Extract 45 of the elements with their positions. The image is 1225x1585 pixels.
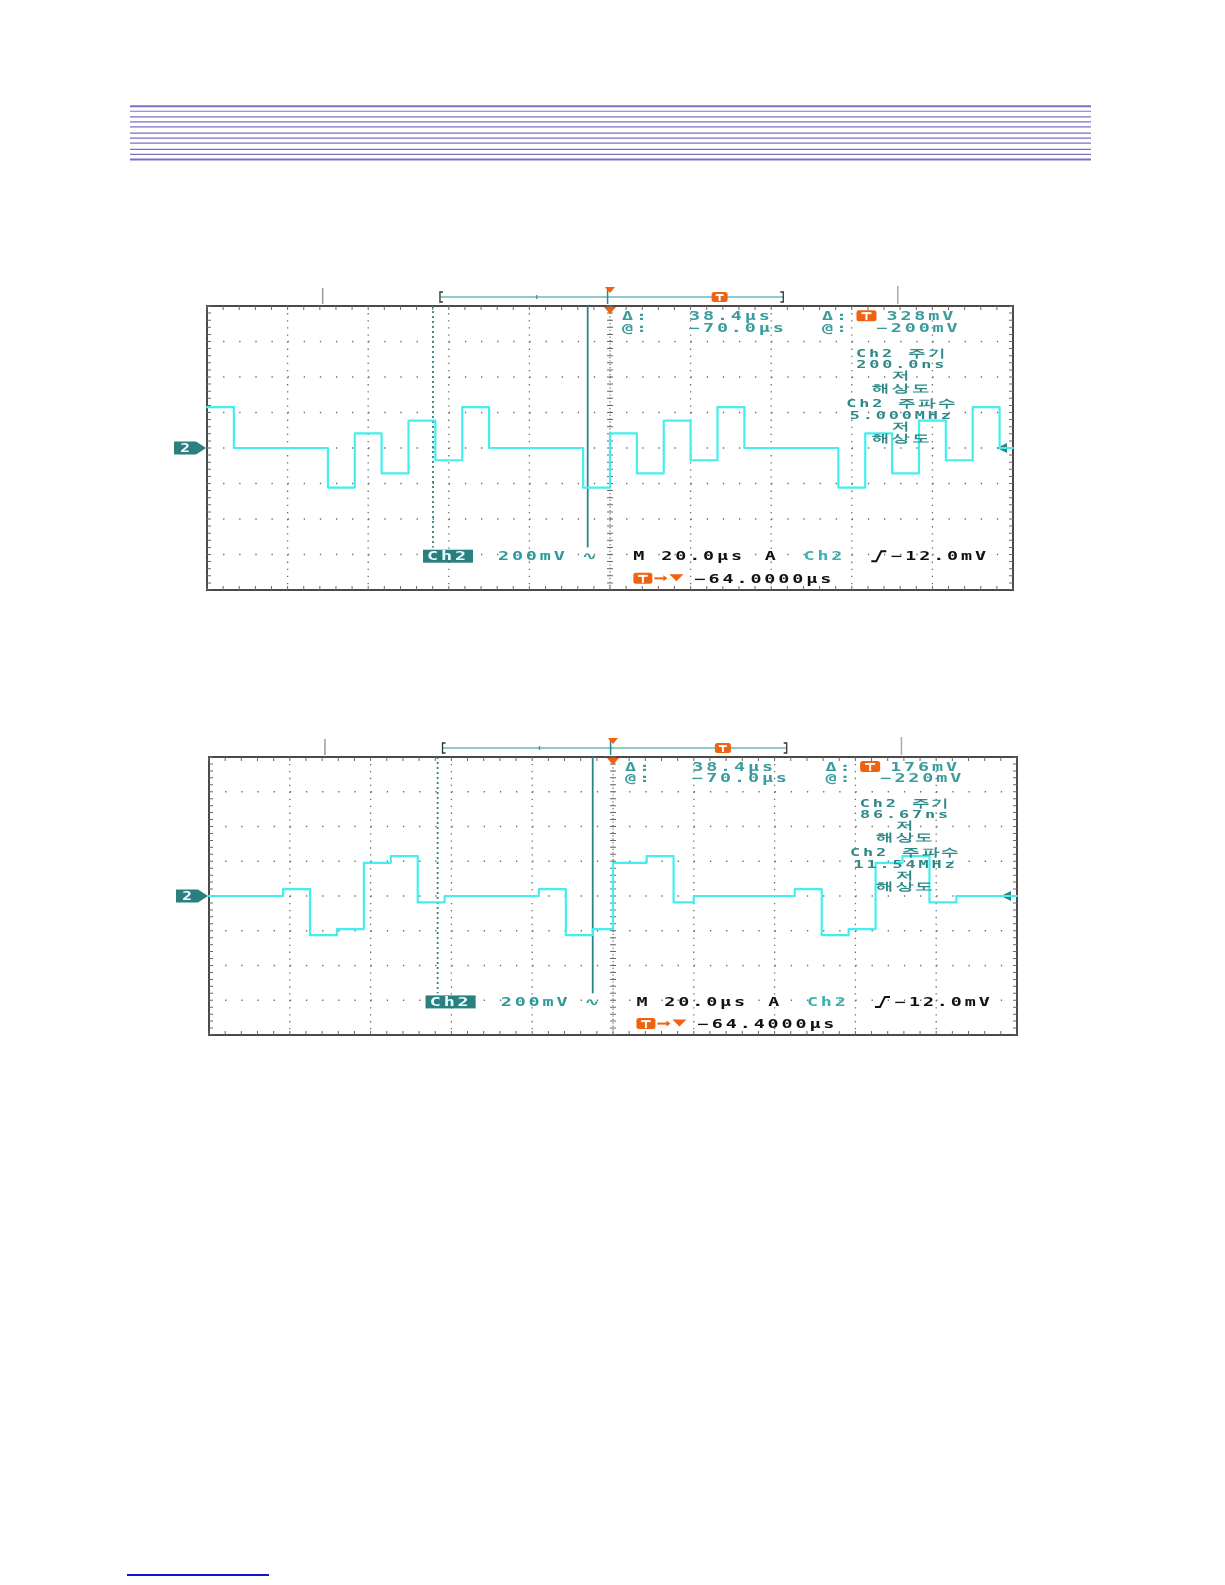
text: 저: [895, 819, 916, 832]
text: −70.0µs: [692, 771, 790, 786]
text: −64.0000µs: [694, 572, 835, 586]
text: 2: [180, 441, 190, 455]
text: −200mV: [876, 321, 961, 335]
text: @:: [625, 771, 654, 786]
text: Ch2: [429, 995, 472, 1010]
text: A: [764, 549, 779, 564]
text: Ch2: [427, 549, 469, 564]
text: −12.0mV: [894, 995, 993, 1010]
text: 176mV: [890, 760, 960, 774]
text: 200.0ns: [856, 358, 948, 371]
annotation: Ch2 주파수: [850, 846, 961, 859]
text: 200mV ∿: [497, 549, 600, 564]
text: 2: [182, 889, 192, 903]
text: A: [768, 995, 783, 1010]
text: Ch2 주기: [856, 347, 948, 360]
text: 200mV ∿: [500, 995, 603, 1010]
text: Ch2: [806, 995, 849, 1010]
text: 328mV: [886, 309, 957, 323]
text: Δ:: [825, 760, 854, 774]
annotation: Ch2 주파수: [846, 397, 958, 410]
text: 86.67ns: [860, 808, 951, 821]
annotation: 5.000MHz: [849, 409, 954, 422]
text: M 20.0µs: [636, 995, 749, 1010]
annotation: 저: [891, 420, 912, 433]
text: 해상도: [875, 831, 936, 844]
text: −70.0µs: [688, 321, 787, 335]
text: Δ:: [625, 760, 654, 774]
text: Δ:: [821, 309, 850, 323]
text: −12.0mV: [891, 549, 989, 564]
text: @:: [825, 771, 854, 786]
text: Ch2 주기: [859, 797, 952, 810]
text: Δ:: [622, 309, 650, 323]
text: M 20.0µs: [633, 549, 745, 564]
annotation: 저: [895, 869, 916, 882]
text: @:: [821, 321, 850, 335]
text: 저: [891, 369, 912, 382]
text: −64.4000µs: [697, 1017, 838, 1031]
text: 해상도: [872, 382, 932, 395]
text: −220mV: [880, 771, 965, 786]
text: Ch2: [803, 549, 846, 564]
text: 38.4µs: [688, 309, 773, 323]
text: 38.4µs: [692, 760, 776, 774]
text: @:: [622, 321, 650, 335]
